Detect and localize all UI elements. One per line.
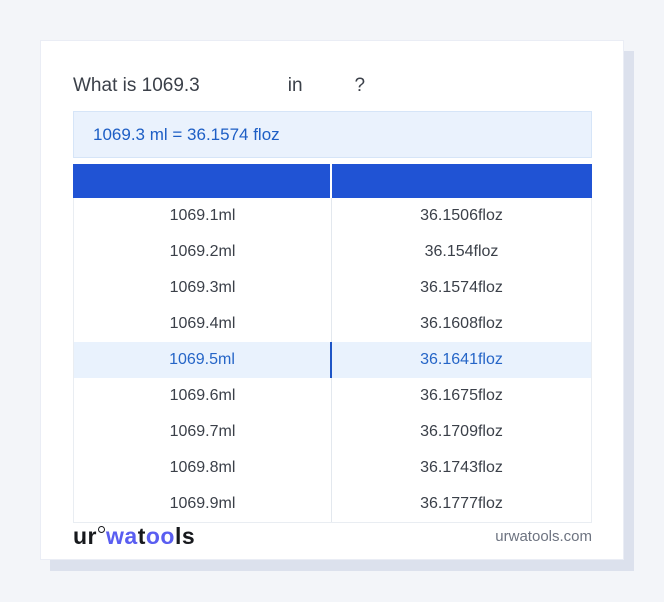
cell-floz-value: 36.1608floz bbox=[420, 315, 503, 332]
table-row[interactable]: 1069.4ml 36.1608floz bbox=[74, 306, 591, 342]
conversion-result-box: 1069.3 ml = 36.1574 floz bbox=[73, 111, 592, 158]
cell-floz-value: 36.1709floz bbox=[420, 423, 503, 440]
table-body: 1069.1ml 36.1506floz 1069.2ml 36.154floz 106… bbox=[73, 198, 592, 523]
table-header-ml bbox=[73, 164, 332, 198]
cell-floz-value: 36.154floz bbox=[424, 243, 499, 260]
logo-part-dark-1: ur bbox=[73, 522, 97, 549]
card-footer: ur watools urwatools.com bbox=[41, 517, 623, 559]
table-row[interactable]: 1069.2ml 36.154floz bbox=[74, 234, 591, 270]
cell-ml-value: 1069.6ml bbox=[74, 378, 332, 414]
urwatools-logo: ur watools bbox=[73, 522, 196, 549]
cell-ml-value: 1069.3ml bbox=[74, 270, 332, 306]
table-row[interactable]: 1069.6ml 36.1675floz bbox=[74, 378, 591, 414]
cell-ml-value: 1069.7ml bbox=[74, 414, 332, 450]
table-row[interactable]: 1069.1ml 36.1506floz bbox=[74, 198, 591, 234]
table-row[interactable]: 1069.7ml 36.1709floz bbox=[74, 414, 591, 450]
question-mark: ? bbox=[354, 75, 366, 96]
table-row[interactable]: 1069.9ml 36.1777floz bbox=[74, 486, 591, 522]
page-title: What is 1069.3 in? bbox=[73, 73, 592, 99]
table-row[interactable]: 1069.5ml 36.1641floz bbox=[74, 342, 591, 378]
cell-ml-value: 1069.4ml bbox=[74, 306, 332, 342]
conversion-card: What is 1069.3 in? 1069.3 ml = 36.1574 fl… bbox=[40, 40, 624, 560]
cell-floz-value: 36.1675floz bbox=[420, 387, 503, 404]
cell-ml-value: 1069.8ml bbox=[74, 450, 332, 486]
cell-ml-value: 1069.9ml bbox=[74, 486, 332, 522]
table-row[interactable]: 1069.3ml 36.1574floz bbox=[74, 270, 591, 306]
question-connector: in bbox=[287, 75, 303, 96]
logo-part-dark-2: t bbox=[137, 522, 146, 549]
table-row[interactable]: 1069.8ml 36.1743floz bbox=[74, 450, 591, 486]
table-header-floz bbox=[332, 164, 592, 198]
conversion-result-text: 1069.3 ml = 36.1574 floz bbox=[93, 124, 280, 144]
table-header bbox=[73, 164, 592, 198]
question-prefix: What is 1069.3 bbox=[73, 75, 200, 96]
cell-floz-value: 36.1777floz bbox=[420, 495, 503, 512]
degree-ring-icon bbox=[98, 525, 105, 533]
logo-part-blue-2: oo bbox=[145, 522, 175, 549]
cell-ml-value: 1069.5ml bbox=[74, 342, 332, 378]
cell-floz-value: 36.1506floz bbox=[420, 207, 503, 224]
cell-ml-value: 1069.1ml bbox=[74, 198, 332, 234]
cell-floz-value: 36.1641floz bbox=[420, 351, 503, 368]
site-domain-text: urwatools.com bbox=[495, 527, 592, 545]
cell-ml-value: 1069.2ml bbox=[74, 234, 332, 270]
cell-floz-value: 36.1574floz bbox=[420, 279, 503, 296]
cell-floz-value: 36.1743floz bbox=[420, 459, 503, 476]
conversion-table: 1069.1ml 36.1506floz 1069.2ml 36.154floz 106… bbox=[73, 164, 592, 523]
logo-part-dark-3: ls bbox=[174, 522, 196, 549]
logo-part-blue-1: wa bbox=[106, 522, 138, 549]
